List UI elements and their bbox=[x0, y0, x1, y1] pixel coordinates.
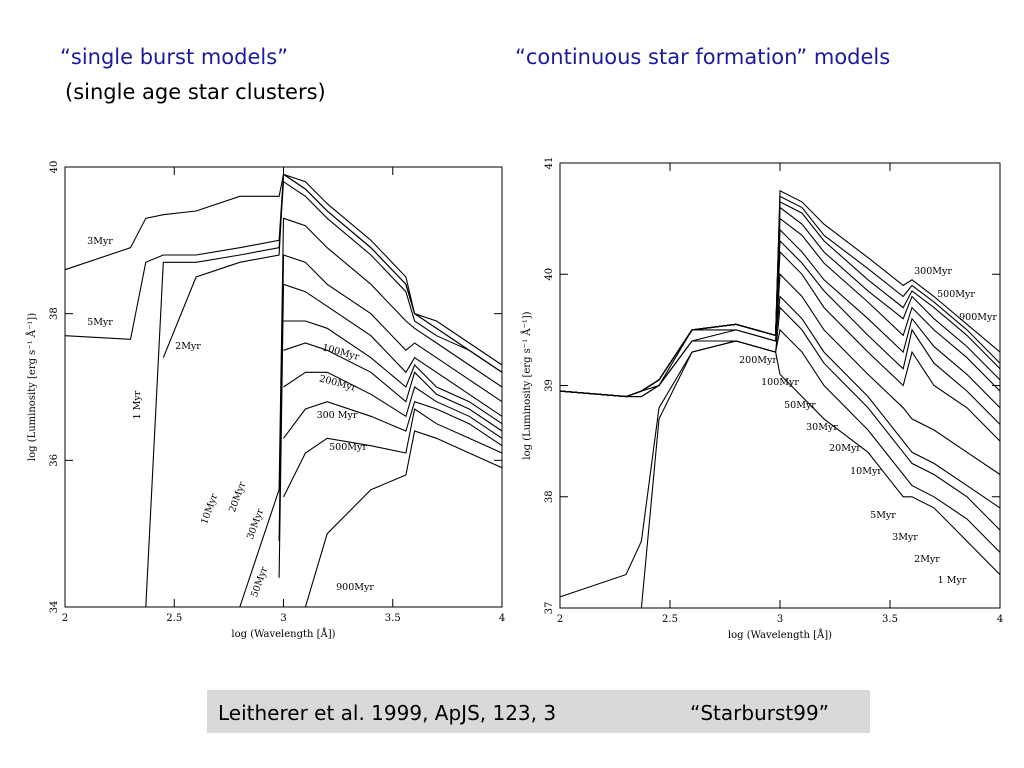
x-tick-label: 3.5 bbox=[882, 614, 898, 625]
series-label: 5Myr bbox=[870, 510, 896, 521]
x-tick-label: 3.5 bbox=[385, 613, 401, 624]
series-label: 300 Myr bbox=[317, 410, 358, 421]
x-tick-label: 4 bbox=[997, 614, 1003, 625]
left-subtitle: (single age star clusters) bbox=[65, 80, 326, 104]
series-label: 500Myr bbox=[329, 442, 367, 453]
spectrum-line bbox=[559, 273, 1001, 475]
x-tick-label: 3 bbox=[280, 613, 286, 624]
y-axis-label: log (Luminosity [erg s⁻¹ Å⁻¹]) bbox=[26, 313, 38, 461]
y-tick-label: 38 bbox=[49, 307, 60, 320]
x-tick-label: 2.5 bbox=[662, 614, 678, 625]
spectrum-line bbox=[559, 189, 1001, 398]
spectrum-line bbox=[283, 400, 503, 447]
citation-box bbox=[207, 690, 870, 733]
y-tick-label: 36 bbox=[49, 454, 60, 467]
spectrum-line bbox=[283, 342, 503, 432]
spectrum-line bbox=[283, 320, 503, 425]
y-tick-label: 39 bbox=[544, 379, 555, 392]
series-label: 10Myr bbox=[850, 466, 882, 477]
spectrum-line bbox=[283, 408, 503, 498]
spectrum-line bbox=[304, 430, 503, 608]
series-label: 10Myr bbox=[199, 492, 220, 526]
series-label: 1 Myr bbox=[132, 390, 143, 419]
spectrum-line bbox=[559, 340, 1001, 598]
spectrum-line bbox=[559, 295, 1001, 509]
series-label: 2Myr bbox=[175, 341, 201, 352]
series-label: 30Myr bbox=[806, 422, 838, 433]
spectrum-line bbox=[64, 173, 503, 366]
series-label: 300Myr bbox=[914, 266, 952, 277]
series-label: 20Myr bbox=[227, 480, 248, 514]
series-label: 50Myr bbox=[784, 400, 816, 411]
x-tick-label: 2.5 bbox=[166, 613, 182, 624]
series-label: 20Myr bbox=[829, 443, 861, 454]
y-tick-label: 37 bbox=[544, 602, 555, 615]
series-label: 500Myr bbox=[937, 289, 975, 300]
x-tick-label: 2 bbox=[557, 614, 563, 625]
series-label: 3Myr bbox=[87, 236, 113, 247]
citation: Leitherer et al. 1999, ApJS, 123, 3 bbox=[218, 701, 556, 725]
right-title: “continuous star formation” models bbox=[515, 45, 890, 69]
x-tick-label: 3 bbox=[777, 614, 783, 625]
x-axis-label: log (Wavelength [Å]) bbox=[231, 628, 335, 640]
series-label: 3Myr bbox=[892, 532, 918, 543]
x-tick-label: 2 bbox=[62, 613, 68, 624]
series-label: 100Myr bbox=[761, 377, 799, 388]
spectrum-line bbox=[640, 328, 1001, 609]
chart: 2 2.5 3 3.5 4 34 36 38 40 log (Wavelength [Å]) log… bbox=[26, 161, 505, 640]
series-label: 200Myr bbox=[318, 373, 358, 394]
series-label: 1 Myr bbox=[938, 575, 967, 586]
series-label: 5Myr bbox=[87, 317, 113, 328]
x-axis-label: log (Wavelength [Å]) bbox=[728, 629, 832, 641]
y-tick-label: 34 bbox=[49, 601, 60, 614]
series-label: 900Myr bbox=[336, 582, 374, 593]
spectrum-line bbox=[278, 283, 503, 578]
series-label: 900Myr bbox=[959, 312, 997, 323]
y-tick-label: 40 bbox=[49, 161, 60, 174]
left-title: “single burst models” bbox=[60, 45, 288, 69]
spectrum-line bbox=[239, 217, 503, 608]
x-tick-label: 4 bbox=[499, 613, 505, 624]
spectrum-line bbox=[162, 173, 503, 373]
spectrum-line bbox=[283, 371, 503, 439]
spectrum-line bbox=[145, 180, 503, 608]
y-axis-label: log (Luminosity [erg s⁻¹ Å⁻¹]) bbox=[521, 311, 533, 459]
y-tick-label: 40 bbox=[544, 268, 555, 281]
series-label: 2Myr bbox=[914, 554, 940, 565]
series-label: 100Myr bbox=[321, 342, 361, 363]
y-tick-label: 38 bbox=[544, 490, 555, 503]
code-name: “Starburst99” bbox=[690, 701, 829, 725]
y-tick-label: 41 bbox=[544, 157, 555, 170]
spectrum-line bbox=[278, 254, 503, 542]
series-label: 200Myr bbox=[739, 355, 777, 366]
chart: 2 2.5 3 3.5 4 37 38 39 40 41 log (Wavelength [Å]) l… bbox=[521, 157, 1003, 641]
